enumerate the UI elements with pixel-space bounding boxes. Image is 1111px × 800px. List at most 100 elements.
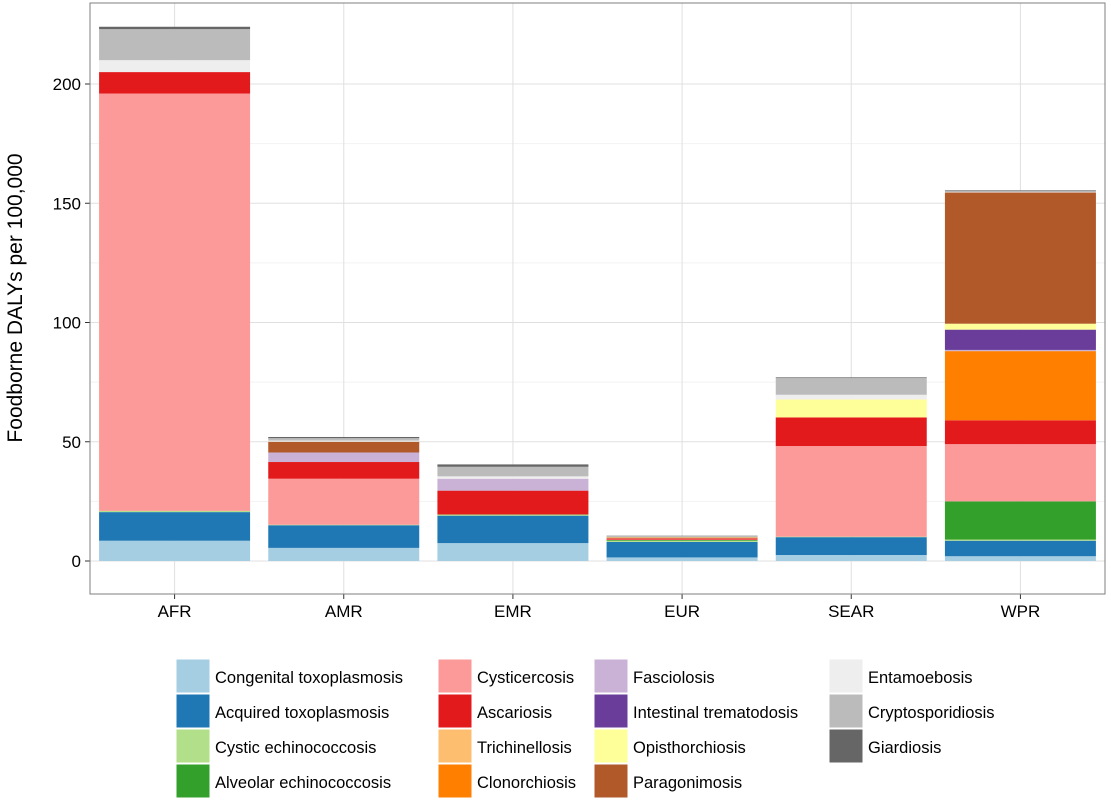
bar-segment — [437, 514, 589, 516]
legend-item: Acquired toxoplasmosis — [175, 693, 389, 729]
plot-panel — [90, 3, 1105, 594]
bar-segment — [775, 446, 927, 537]
bar-segment — [99, 540, 251, 561]
bar-stack-emr — [437, 464, 589, 561]
bar-segment — [944, 351, 1096, 421]
x-tick-label: EMR — [494, 602, 532, 621]
legend-label: Intestinal trematodosis — [633, 704, 798, 722]
legend-item: Giardiosis — [828, 728, 941, 764]
bar-segment — [944, 420, 1096, 445]
legend-label: Acquired toxoplasmosis — [215, 704, 389, 722]
legend-item: Cystic echinococcosis — [175, 728, 376, 764]
legend-key — [175, 658, 211, 694]
legend-key — [175, 763, 211, 799]
bar-segment — [268, 440, 420, 442]
bar-segment — [944, 539, 1096, 541]
y-tick-label: 50 — [62, 433, 81, 452]
bar-segment — [606, 557, 758, 561]
legend-item: Intestinal trematodosis — [593, 693, 798, 729]
bar-segment — [944, 349, 1096, 352]
legend-key — [437, 658, 473, 694]
legend-item: Entamoebosis — [828, 658, 973, 694]
legend-key — [828, 693, 864, 729]
legend-key — [593, 658, 629, 694]
legend-label: Opisthorchiosis — [633, 739, 746, 757]
bar-segment — [775, 536, 927, 538]
bar-segment — [99, 512, 251, 541]
bar-segment — [437, 466, 589, 477]
bar-segment — [99, 510, 251, 513]
bar-segment — [944, 501, 1096, 540]
bar-segment — [775, 377, 927, 379]
bar-segment — [944, 329, 1096, 350]
bar-segment — [268, 525, 420, 548]
y-tick-label: 200 — [53, 75, 81, 94]
bar-segment — [437, 543, 589, 561]
bar-segment — [944, 190, 1096, 192]
x-tick-label: SEAR — [828, 602, 874, 621]
legend-label: Entamoebosis — [868, 669, 973, 687]
legend-label: Congenital toxoplasmosis — [215, 669, 403, 687]
legend-key — [593, 763, 629, 799]
legend-key — [593, 693, 629, 729]
bar-segment — [99, 26, 251, 30]
panel-border — [89, 2, 1106, 595]
bar-segment — [437, 476, 589, 479]
y-tick-label: 0 — [72, 552, 81, 571]
legend-key — [593, 728, 629, 764]
bar-segment — [99, 29, 251, 61]
bar-segment — [268, 438, 420, 441]
legend-item: Ascariosis — [437, 693, 552, 729]
legend-item: Clonorchiosis — [437, 763, 576, 799]
bar-segment — [437, 515, 589, 544]
bar-stack-sear — [775, 377, 927, 561]
y-tick-label: 100 — [53, 314, 81, 333]
legend-key — [828, 728, 864, 764]
x-tick-label: AFR — [158, 602, 192, 621]
bar-segment — [944, 444, 1096, 502]
legend-label: Ascariosis — [477, 704, 552, 722]
bar-segment — [944, 191, 1096, 193]
x-tick-label: AMR — [325, 602, 363, 621]
bar-segment — [775, 555, 927, 561]
bar-segment — [775, 378, 927, 395]
legend-label: Paragonimosis — [633, 774, 742, 792]
legend-label: Alveolar echinococcosis — [215, 774, 391, 792]
legend-key — [175, 693, 211, 729]
legend: Congenital toxoplasmosis Acquired toxopla… — [175, 658, 995, 799]
legend-key — [828, 658, 864, 694]
bars-layer — [99, 26, 1096, 561]
bar-segment — [775, 399, 927, 418]
bar-segment — [775, 537, 927, 556]
bar-segment — [944, 556, 1096, 561]
x-axis: AFR AMR EMR EUR SEAR WPR — [158, 594, 1041, 621]
x-tick-label: WPR — [1001, 602, 1041, 621]
legend-label: Clonorchiosis — [477, 774, 576, 792]
bar-stack-wpr — [944, 190, 1096, 561]
bar-segment — [268, 441, 420, 453]
legend-label: Trichinellosis — [477, 739, 572, 757]
bar-segment — [606, 540, 758, 541]
bar-segment — [775, 394, 927, 400]
legend-key — [437, 763, 473, 799]
legend-label: Giardiosis — [868, 739, 941, 757]
bar-segment — [606, 540, 758, 542]
bar-segment — [606, 539, 758, 541]
legend-label: Fasciolosis — [633, 669, 715, 687]
legend-item: Trichinellosis — [437, 728, 572, 764]
legend-key — [437, 728, 473, 764]
bar-segment — [99, 93, 251, 511]
panel-background — [90, 3, 1105, 594]
legend-key — [175, 728, 211, 764]
x-tick-label: EUR — [664, 602, 700, 621]
bar-segment — [268, 462, 420, 479]
bar-segment — [606, 536, 758, 537]
bar-stack-afr — [99, 26, 251, 561]
legend-label: Cysticercosis — [477, 669, 574, 687]
bar-segment — [99, 60, 251, 73]
bar-segment — [944, 540, 1096, 557]
bar-segment — [268, 547, 420, 561]
legend-item: Cysticercosis — [437, 658, 574, 694]
bar-segment — [268, 452, 420, 463]
